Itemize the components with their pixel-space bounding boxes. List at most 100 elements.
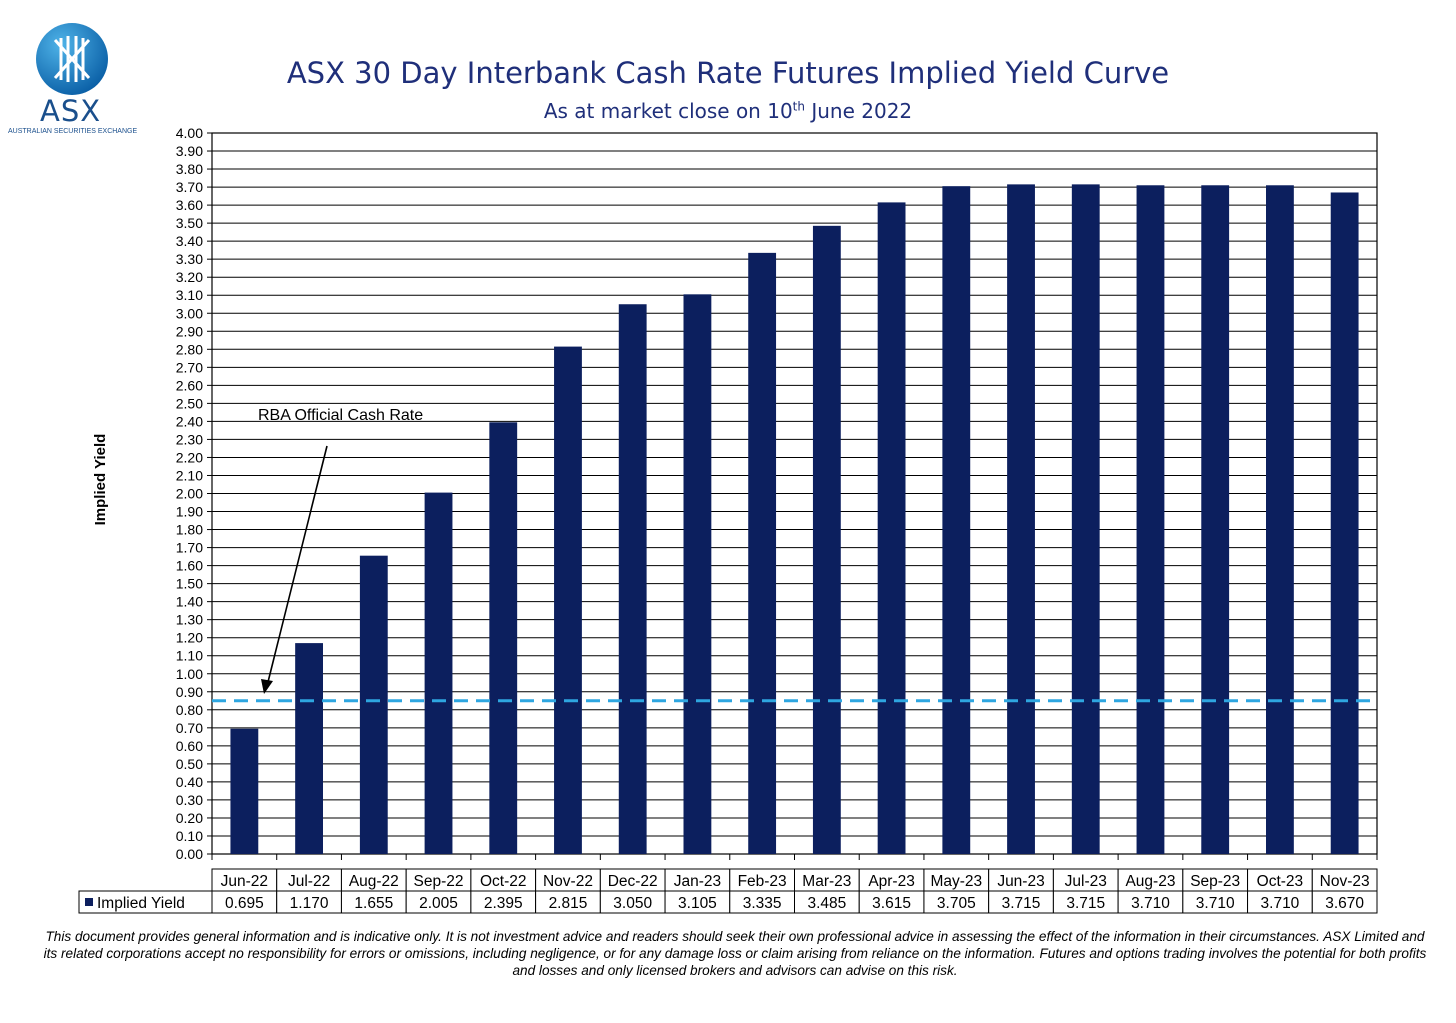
y-tick-label: 2.20 — [176, 449, 203, 465]
table-value-label: 3.105 — [678, 895, 717, 912]
y-tick-label: 2.70 — [176, 359, 203, 375]
table-category-label: Apr-23 — [868, 873, 915, 890]
subtitle-sup: th — [792, 99, 805, 114]
chart-subtitle: As at market close on 10th June 2022 — [0, 99, 1456, 123]
table-value-label: 2.815 — [549, 895, 588, 912]
y-tick-label: 4.00 — [176, 125, 203, 141]
y-tick-label: 0.30 — [176, 792, 203, 808]
y-tick-label: 1.00 — [176, 666, 203, 682]
y-tick-label: 2.60 — [176, 377, 203, 393]
table-value-label: 3.710 — [1196, 895, 1235, 912]
y-tick-label: 3.10 — [176, 287, 203, 303]
asx-logo-icon — [36, 23, 108, 95]
y-tick-label: 2.10 — [176, 467, 203, 483]
chart-title: ASX 30 Day Interbank Cash Rate Futures I… — [286, 56, 1170, 90]
y-tick-label: 2.40 — [176, 413, 203, 429]
table-value-label: 3.710 — [1131, 895, 1170, 912]
y-tick-label: 0.20 — [176, 810, 203, 826]
table-value-label: 3.050 — [613, 895, 652, 912]
y-tick-label: 1.50 — [176, 576, 203, 592]
y-tick-label: 1.40 — [176, 594, 203, 610]
table-value-label: 3.715 — [1066, 895, 1105, 912]
bar-jan-23 — [683, 294, 712, 855]
table-category-label: Nov-23 — [1320, 873, 1370, 890]
bar-feb-23 — [748, 252, 777, 854]
table-category-label: Oct-23 — [1257, 873, 1304, 890]
bar-nov-22 — [554, 346, 582, 854]
y-tick-label: 3.90 — [176, 143, 203, 159]
bar-mar-23 — [812, 225, 841, 855]
table-value-label: 3.485 — [807, 895, 846, 912]
table-category-label: Sep-22 — [414, 873, 464, 890]
subtitle-prefix: As at market close on 10 — [543, 99, 793, 123]
rba-annotation-label: RBA Official Cash Rate — [258, 407, 423, 424]
table-value-label: 3.705 — [937, 895, 976, 912]
bar-jul-22 — [295, 643, 323, 854]
table-category-label: May-23 — [930, 873, 982, 890]
table-value-label: 1.170 — [290, 895, 329, 912]
y-tick-label: 0.80 — [176, 702, 203, 718]
bar-aug-23 — [1136, 185, 1165, 854]
y-tick-label: 2.80 — [176, 341, 203, 357]
bar-jun-22 — [230, 728, 259, 854]
y-tick-label: 0.90 — [176, 684, 203, 700]
bar-jul-23 — [1071, 184, 1100, 855]
bar-oct-22 — [489, 422, 518, 854]
bar-sep-22 — [424, 492, 453, 854]
table-category-label: Aug-23 — [1125, 873, 1175, 890]
yield-curve-chart: 0.00 0.10 0.20 0.30 0.40 0.50 0.60 0.70 0.80 0.90… — [78, 125, 1378, 914]
y-tick-label: 3.40 — [176, 233, 203, 249]
y-tick-label: 1.90 — [176, 504, 203, 520]
logo-text: ASX — [40, 94, 102, 128]
logo-subtext: AUSTRALIAN SECURITIES EXCHANGE — [8, 128, 138, 135]
y-tick-label: 3.00 — [176, 305, 203, 321]
y-axis-label: Implied Yield — [92, 434, 109, 526]
table-category-label: Jul-22 — [288, 873, 330, 890]
bar-may-23 — [942, 186, 971, 854]
y-tick-label: 0.50 — [176, 756, 203, 772]
annotation-arrow-head — [261, 679, 273, 694]
table-value-label: 0.695 — [225, 895, 264, 912]
table-category-label: Feb-23 — [738, 873, 787, 890]
y-tick-label: 2.90 — [176, 323, 203, 339]
legend-swatch — [85, 898, 93, 906]
table-value-label: 3.670 — [1325, 895, 1364, 912]
table-value-label: 2.395 — [484, 895, 523, 912]
subtitle-suffix: June 2022 — [804, 99, 913, 123]
table-value-label: 3.615 — [872, 895, 911, 912]
y-tick-label: 3.20 — [176, 269, 203, 285]
y-tick-label: 3.50 — [176, 215, 203, 231]
y-tick-label: 2.00 — [176, 486, 203, 502]
table-category-label: Jun-22 — [221, 873, 268, 890]
bar-apr-23 — [877, 202, 906, 855]
annotation-arrow-line — [267, 445, 328, 683]
y-tick-label: 0.40 — [176, 774, 203, 790]
y-tick-label: 3.80 — [176, 161, 203, 177]
y-tick-label: 2.50 — [176, 395, 203, 411]
table-category-label: Oct-22 — [480, 873, 527, 890]
asx-logo: ASX AUSTRALIAN SECURITIES EXCHANGE — [8, 22, 138, 142]
y-tick-label: 3.70 — [176, 179, 203, 195]
y-tick-label: 1.80 — [176, 522, 203, 538]
table-value-label: 1.655 — [354, 895, 393, 912]
table-value-label: 3.715 — [1002, 895, 1041, 912]
table-category-label: Nov-22 — [543, 873, 593, 890]
table-category-label: Jul-23 — [1065, 873, 1107, 890]
y-tick-label: 0.00 — [176, 846, 203, 862]
table-value-label: 3.710 — [1261, 895, 1300, 912]
bar-oct-23 — [1266, 185, 1294, 854]
bar-dec-22 — [618, 304, 647, 854]
bar-sep-23 — [1201, 185, 1230, 854]
y-tick-label: 1.20 — [176, 630, 203, 646]
y-tick-label: 1.10 — [176, 648, 203, 664]
y-tick-label: 0.60 — [176, 738, 203, 754]
y-tick-label: 1.60 — [176, 558, 203, 574]
y-tick-label: 3.60 — [176, 197, 203, 213]
table-category-label: Sep-23 — [1190, 873, 1240, 890]
table-value-cell — [1311, 890, 1378, 914]
y-tick-label: 1.30 — [176, 612, 203, 628]
y-tick-label: 2.30 — [176, 431, 203, 447]
table-value-label: 2.005 — [419, 895, 458, 912]
bar-jun-23 — [1007, 184, 1035, 855]
table-category-label: Jun-23 — [997, 873, 1044, 890]
